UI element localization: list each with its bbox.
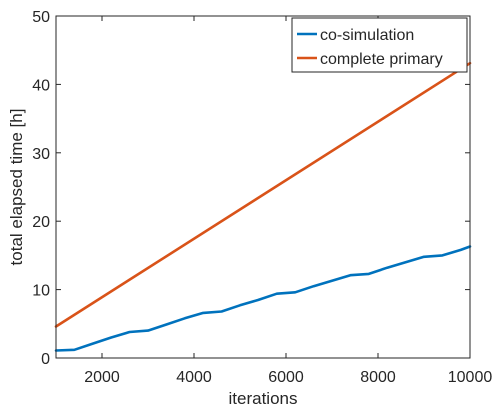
y-tick-label: 30: [32, 146, 50, 163]
plot-area: [54, 61, 472, 352]
x-tick-label: 6000: [268, 369, 304, 386]
x-tick-label: 2000: [84, 369, 120, 386]
series-line-1: [54, 245, 472, 352]
series-line-2: [54, 61, 472, 328]
x-tick-label: 4000: [176, 369, 212, 386]
legend: co-simulation complete primary: [291, 17, 468, 73]
axes: 2000 4000 6000 8000 10000 0 10 20 30 40 50 iteratio…: [7, 9, 492, 408]
y-tick-label: 40: [32, 77, 50, 94]
x-axis-label: iterations: [229, 389, 298, 408]
y-tick-label: 50: [32, 9, 50, 26]
y-tick-label: 0: [41, 351, 50, 368]
y-tick-label: 20: [32, 214, 50, 231]
y-tick-label: 10: [32, 283, 50, 300]
legend-label-1: co-simulation: [320, 27, 414, 44]
axes-box: [55, 15, 471, 359]
y-axis-label: total elapsed time [h]: [7, 109, 26, 266]
legend-box: [291, 17, 468, 73]
x-tick-label: 10000: [448, 369, 493, 386]
x-tick-label: 8000: [360, 369, 396, 386]
legend-label-2: complete primary: [320, 51, 443, 68]
